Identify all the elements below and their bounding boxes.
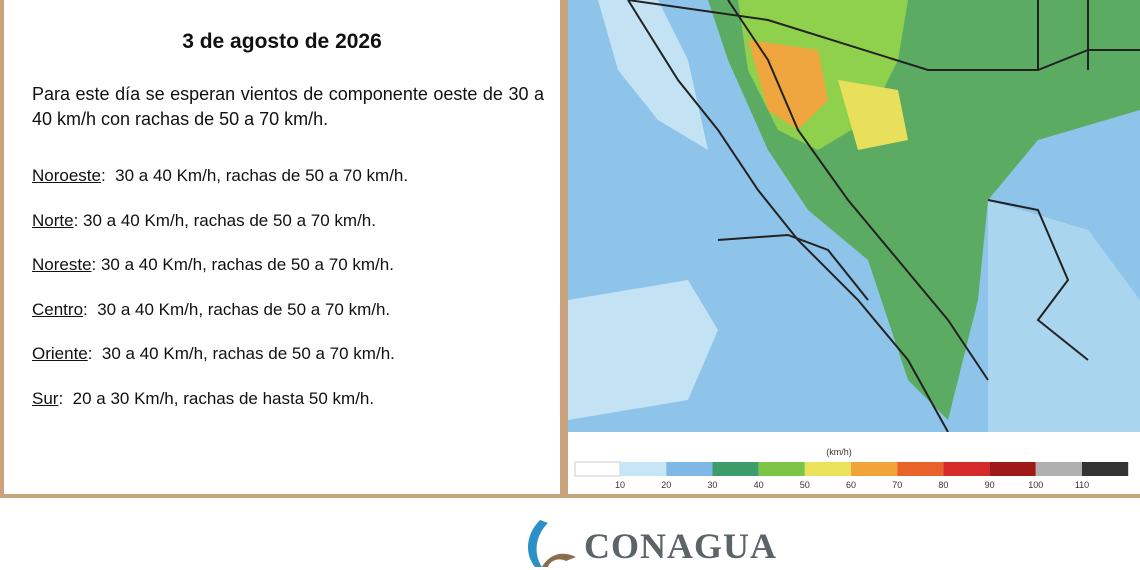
colorbar-segment (851, 462, 898, 476)
region-item: Oriente: 30 a 40 Km/h, rachas de 50 a 70… (32, 344, 408, 389)
colorbar-segment (620, 462, 667, 476)
region-item: Centro: 30 a 40 Km/h, rachas de 50 a 70 … (32, 300, 408, 345)
region-name: Noroeste (32, 166, 101, 185)
colorbar-tick-label: 40 (754, 480, 764, 490)
legend-unit: (km/h) (826, 447, 852, 457)
logo-mark (528, 520, 576, 567)
region-item: Norte: 30 a 40 Km/h, rachas de 50 a 70 k… (32, 211, 408, 256)
map-panel: (km/h) 10 20 30 40 50 60 70 80 90 100 110 (564, 0, 1140, 498)
region-name: Sur (32, 388, 59, 408)
colorbar-segment (574, 461, 621, 477)
colorbar-tick-label: 80 (938, 480, 948, 490)
colorbar-tick-label: 50 (800, 480, 810, 490)
region-text: : 30 a 40 Km/h, rachas de 50 a 70 km/h. (87, 344, 395, 363)
region-name: Centro (32, 299, 84, 319)
colorbar-tick-label: 90 (985, 480, 995, 490)
region-item: Noroeste: 30 a 40 Km/h, rachas de 50 a 7… (32, 166, 408, 211)
colorbar-segment (1035, 462, 1082, 476)
map-area (568, 280, 718, 420)
region-text: : 20 a 30 Km/h, rachas de hasta 50 km/h. (58, 388, 375, 408)
colorbar: 10 20 30 40 50 60 70 80 90 100 110 (574, 461, 1129, 490)
date-heading: 3 de agosto de 2026 (182, 30, 382, 53)
wind-map: (km/h) 10 20 30 40 50 60 70 80 90 100 110 (568, 0, 1140, 494)
colorbar-tick-label: 10 (615, 480, 625, 490)
region-list: Noroeste: 30 a 40 Km/h, rachas de 50 a 7… (32, 166, 408, 433)
map-area (838, 80, 908, 150)
colorbar-tick-label: 30 (707, 480, 717, 490)
logo: CONAGUA (520, 515, 820, 570)
colorbar-segment (989, 462, 1036, 476)
colorbar-tick-label: 60 (846, 480, 856, 490)
region-item: Sur: 20 a 30 Km/h, rachas de hasta 50 km… (32, 389, 408, 434)
borders (627, 0, 1140, 433)
map-area (988, 200, 1140, 432)
region-item: Noreste: 30 a 40 Km/h, rachas de 50 a 70… (32, 255, 408, 300)
map-area (598, 0, 708, 150)
region-name: Norte (32, 210, 74, 230)
colorbar-tick-label: 110 (1075, 480, 1089, 490)
colorbar-segment (666, 462, 713, 476)
intro-text: Para este día se esperan vientos de comp… (32, 84, 544, 129)
region-text: : 30 a 40 Km/h, rachas de 50 a 70 km/h. (83, 299, 391, 319)
colorbar-segment (804, 462, 851, 476)
colorbar-segment (943, 462, 990, 476)
colorbar-tick-label: 70 (892, 480, 902, 490)
colorbar-segment (897, 462, 944, 476)
colorbar-tick-label: 100 (1028, 480, 1043, 490)
region-name: Oriente (32, 344, 88, 363)
region-text: : 30 a 40 Km/h, rachas de 50 a 70 km/h. (91, 255, 394, 274)
logo-text: CONAGUA (584, 526, 777, 566)
colorbar-segment (758, 462, 805, 476)
colorbar-segment (712, 462, 759, 476)
region-text: : 30 a 40 Km/h, rachas de 50 a 70 km/h. (100, 166, 409, 185)
colorbar-tick-label: 20 (661, 480, 671, 490)
colorbar-segment (1082, 462, 1129, 476)
forecast-panel: 3 de agosto de 2026 Para este día se esp… (0, 0, 564, 498)
region-text: : 30 a 40 Km/h, rachas de 50 a 70 km/h. (73, 210, 376, 230)
region-name: Noreste (32, 255, 92, 274)
